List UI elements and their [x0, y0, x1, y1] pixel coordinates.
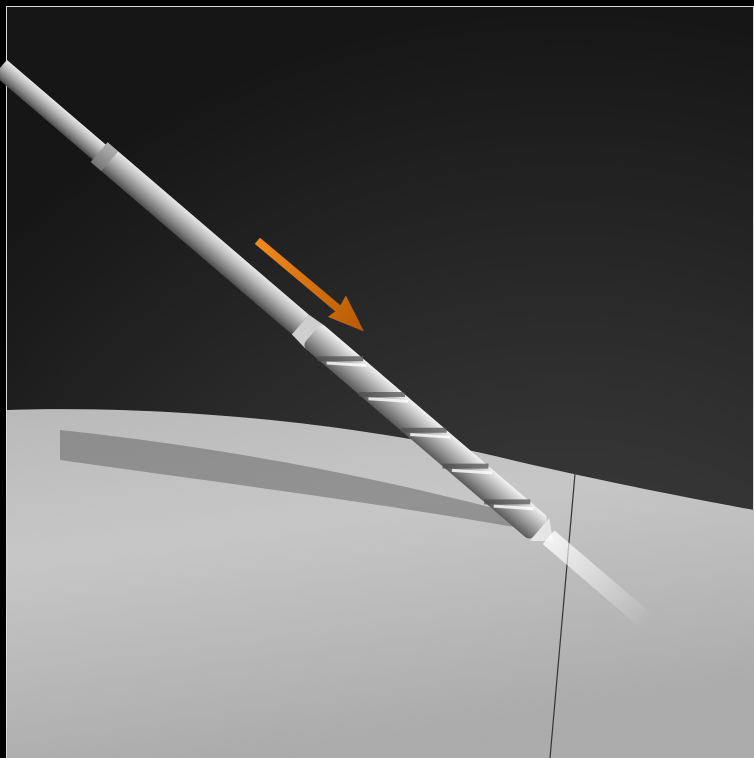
- sleeve-collar: [90, 142, 119, 172]
- bone-texture: [7, 409, 754, 758]
- sleeve-tip: [291, 314, 326, 349]
- tip-glow: [542, 530, 654, 629]
- drill-shadow: [60, 430, 520, 528]
- drill: [0, 59, 654, 629]
- flute-highlights: [326, 361, 534, 511]
- guide-line: [549, 473, 576, 758]
- flute-spirals: [317, 356, 531, 505]
- drill-sleeve: [90, 142, 309, 335]
- drill-shank: [0, 59, 118, 170]
- drill-point: [529, 518, 554, 542]
- arrow-shape: [254, 237, 364, 332]
- direction-arrow: [254, 237, 364, 332]
